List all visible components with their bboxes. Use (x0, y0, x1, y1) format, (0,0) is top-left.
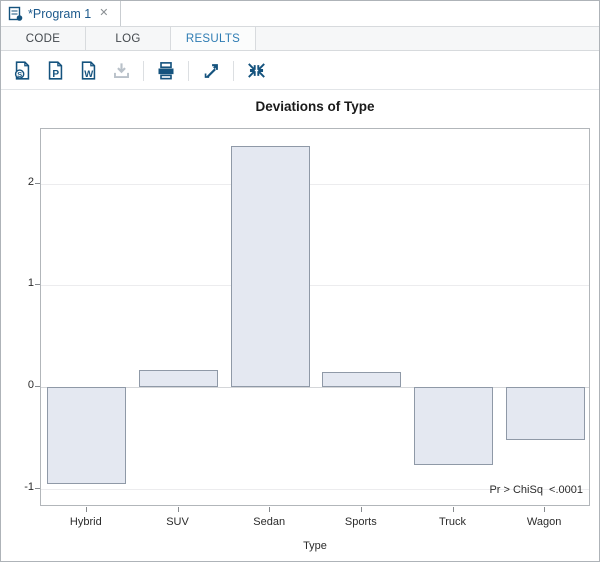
print-icon[interactable] (155, 60, 177, 82)
results-panel: Deviations of Type Pr > ChiSq <.0001 Typ… (1, 91, 599, 561)
bar-sports (322, 372, 401, 387)
exit-maximized-icon[interactable] (245, 60, 267, 82)
gridline-y-2 (41, 184, 589, 185)
y-tick-label-2: 2 (1, 176, 34, 188)
toolbar-separator (233, 61, 234, 81)
x-tick-label-sports: Sports (321, 516, 401, 528)
y-tick-0 (35, 386, 40, 387)
toolbar-separator (188, 61, 189, 81)
tab-title: *Program 1 (28, 7, 91, 21)
program-icon (8, 6, 23, 21)
x-tick-suv (178, 507, 179, 512)
tab-code[interactable]: CODE (1, 27, 86, 50)
bar-sedan (231, 146, 310, 387)
bar-suv (139, 370, 218, 387)
download-html-icon[interactable]: S (11, 60, 33, 82)
x-tick-truck (453, 507, 454, 512)
results-toolbar: S P W (1, 52, 599, 90)
x-tick-wagon (544, 507, 545, 512)
download-rtf-icon[interactable]: W (77, 60, 99, 82)
x-tick-label-hybrid: Hybrid (46, 516, 126, 528)
x-tick-label-suv: SUV (138, 516, 218, 528)
x-tick-sedan (269, 507, 270, 512)
svg-text:P: P (52, 69, 59, 80)
svg-text:S: S (17, 70, 22, 79)
x-tick-label-wagon: Wagon (504, 516, 584, 528)
chart-title: Deviations of Type (40, 99, 590, 114)
x-axis-title: Type (40, 540, 590, 552)
annotation-pr-chisq: Pr > ChiSq <.0001 (40, 484, 583, 496)
x-tick-hybrid (86, 507, 87, 512)
open-new-window-icon[interactable] (200, 60, 222, 82)
y-tick-label--1: -1 (1, 481, 34, 493)
gridline-y-1 (41, 285, 589, 286)
bar-truck (414, 387, 493, 465)
download-icon (110, 60, 132, 82)
plot-area (40, 128, 590, 506)
bar-hybrid (47, 387, 126, 484)
x-tick-sports (361, 507, 362, 512)
close-tab-icon[interactable]: ✕ (99, 8, 108, 19)
tab-program-1[interactable]: *Program 1 ✕ (1, 1, 121, 26)
toolbar-separator (143, 61, 144, 81)
view-tab-bar: CODE LOG RESULTS (1, 27, 599, 51)
y-tick-label-1: 1 (1, 277, 34, 289)
y-tick--1 (35, 488, 40, 489)
y-tick-label-0: 0 (1, 379, 34, 391)
y-tick-2 (35, 183, 40, 184)
tab-results[interactable]: RESULTS (171, 27, 256, 50)
download-pdf-icon[interactable]: P (44, 60, 66, 82)
x-tick-label-truck: Truck (413, 516, 493, 528)
svg-text:W: W (84, 69, 93, 80)
x-tick-label-sedan: Sedan (229, 516, 309, 528)
bar-wagon (506, 387, 585, 440)
document-tab-bar: *Program 1 ✕ (1, 1, 599, 27)
sas-studio-window: *Program 1 ✕ CODE LOG RESULTS S P (0, 0, 600, 562)
tab-log[interactable]: LOG (86, 27, 171, 50)
y-tick-1 (35, 284, 40, 285)
